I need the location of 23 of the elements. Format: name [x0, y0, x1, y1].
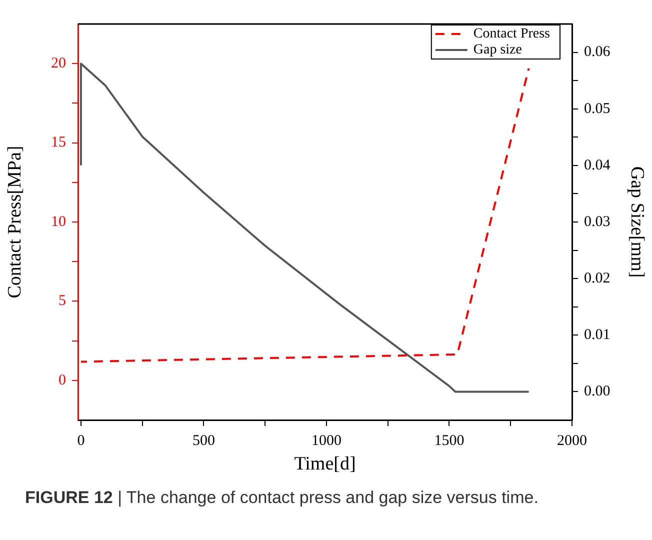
y2-tick-label: 0.03	[584, 214, 610, 230]
x-tick-label: 500	[192, 432, 215, 449]
y2-tick-label: 0.00	[584, 384, 610, 400]
y-tick-label: 20	[51, 56, 66, 72]
y2-tick-label: 0.01	[584, 327, 610, 344]
legend-label: Contact Press	[473, 26, 550, 42]
x-tick-label: 1000	[311, 432, 342, 449]
caption: FIGURE 12 | The change of contact press and gap size versus time.	[25, 488, 540, 508]
y-tick-label: 10	[51, 214, 66, 230]
y2-tick-label: 0.02	[584, 270, 610, 287]
y2-tick-label: 0.04	[584, 157, 611, 174]
y-axis-title: Contact Press[MPa]	[4, 146, 26, 298]
y-tick-label: 15	[51, 134, 66, 151]
x-tick-label: 0	[77, 432, 85, 449]
legend-label: Gap size	[473, 42, 522, 58]
x-tick-label: 2000	[557, 432, 587, 449]
y2-tick-label: 0.05	[584, 100, 610, 117]
x-axis-title: Time[d]	[294, 454, 356, 475]
y2-tick-label: 0.06	[584, 44, 611, 60]
y-tick-label: 5	[58, 293, 66, 310]
y2-axis-title: Gap Size[mm]	[626, 166, 648, 278]
y-tick-label: 0	[58, 372, 66, 388]
x-tick-label: 1500	[434, 432, 464, 449]
